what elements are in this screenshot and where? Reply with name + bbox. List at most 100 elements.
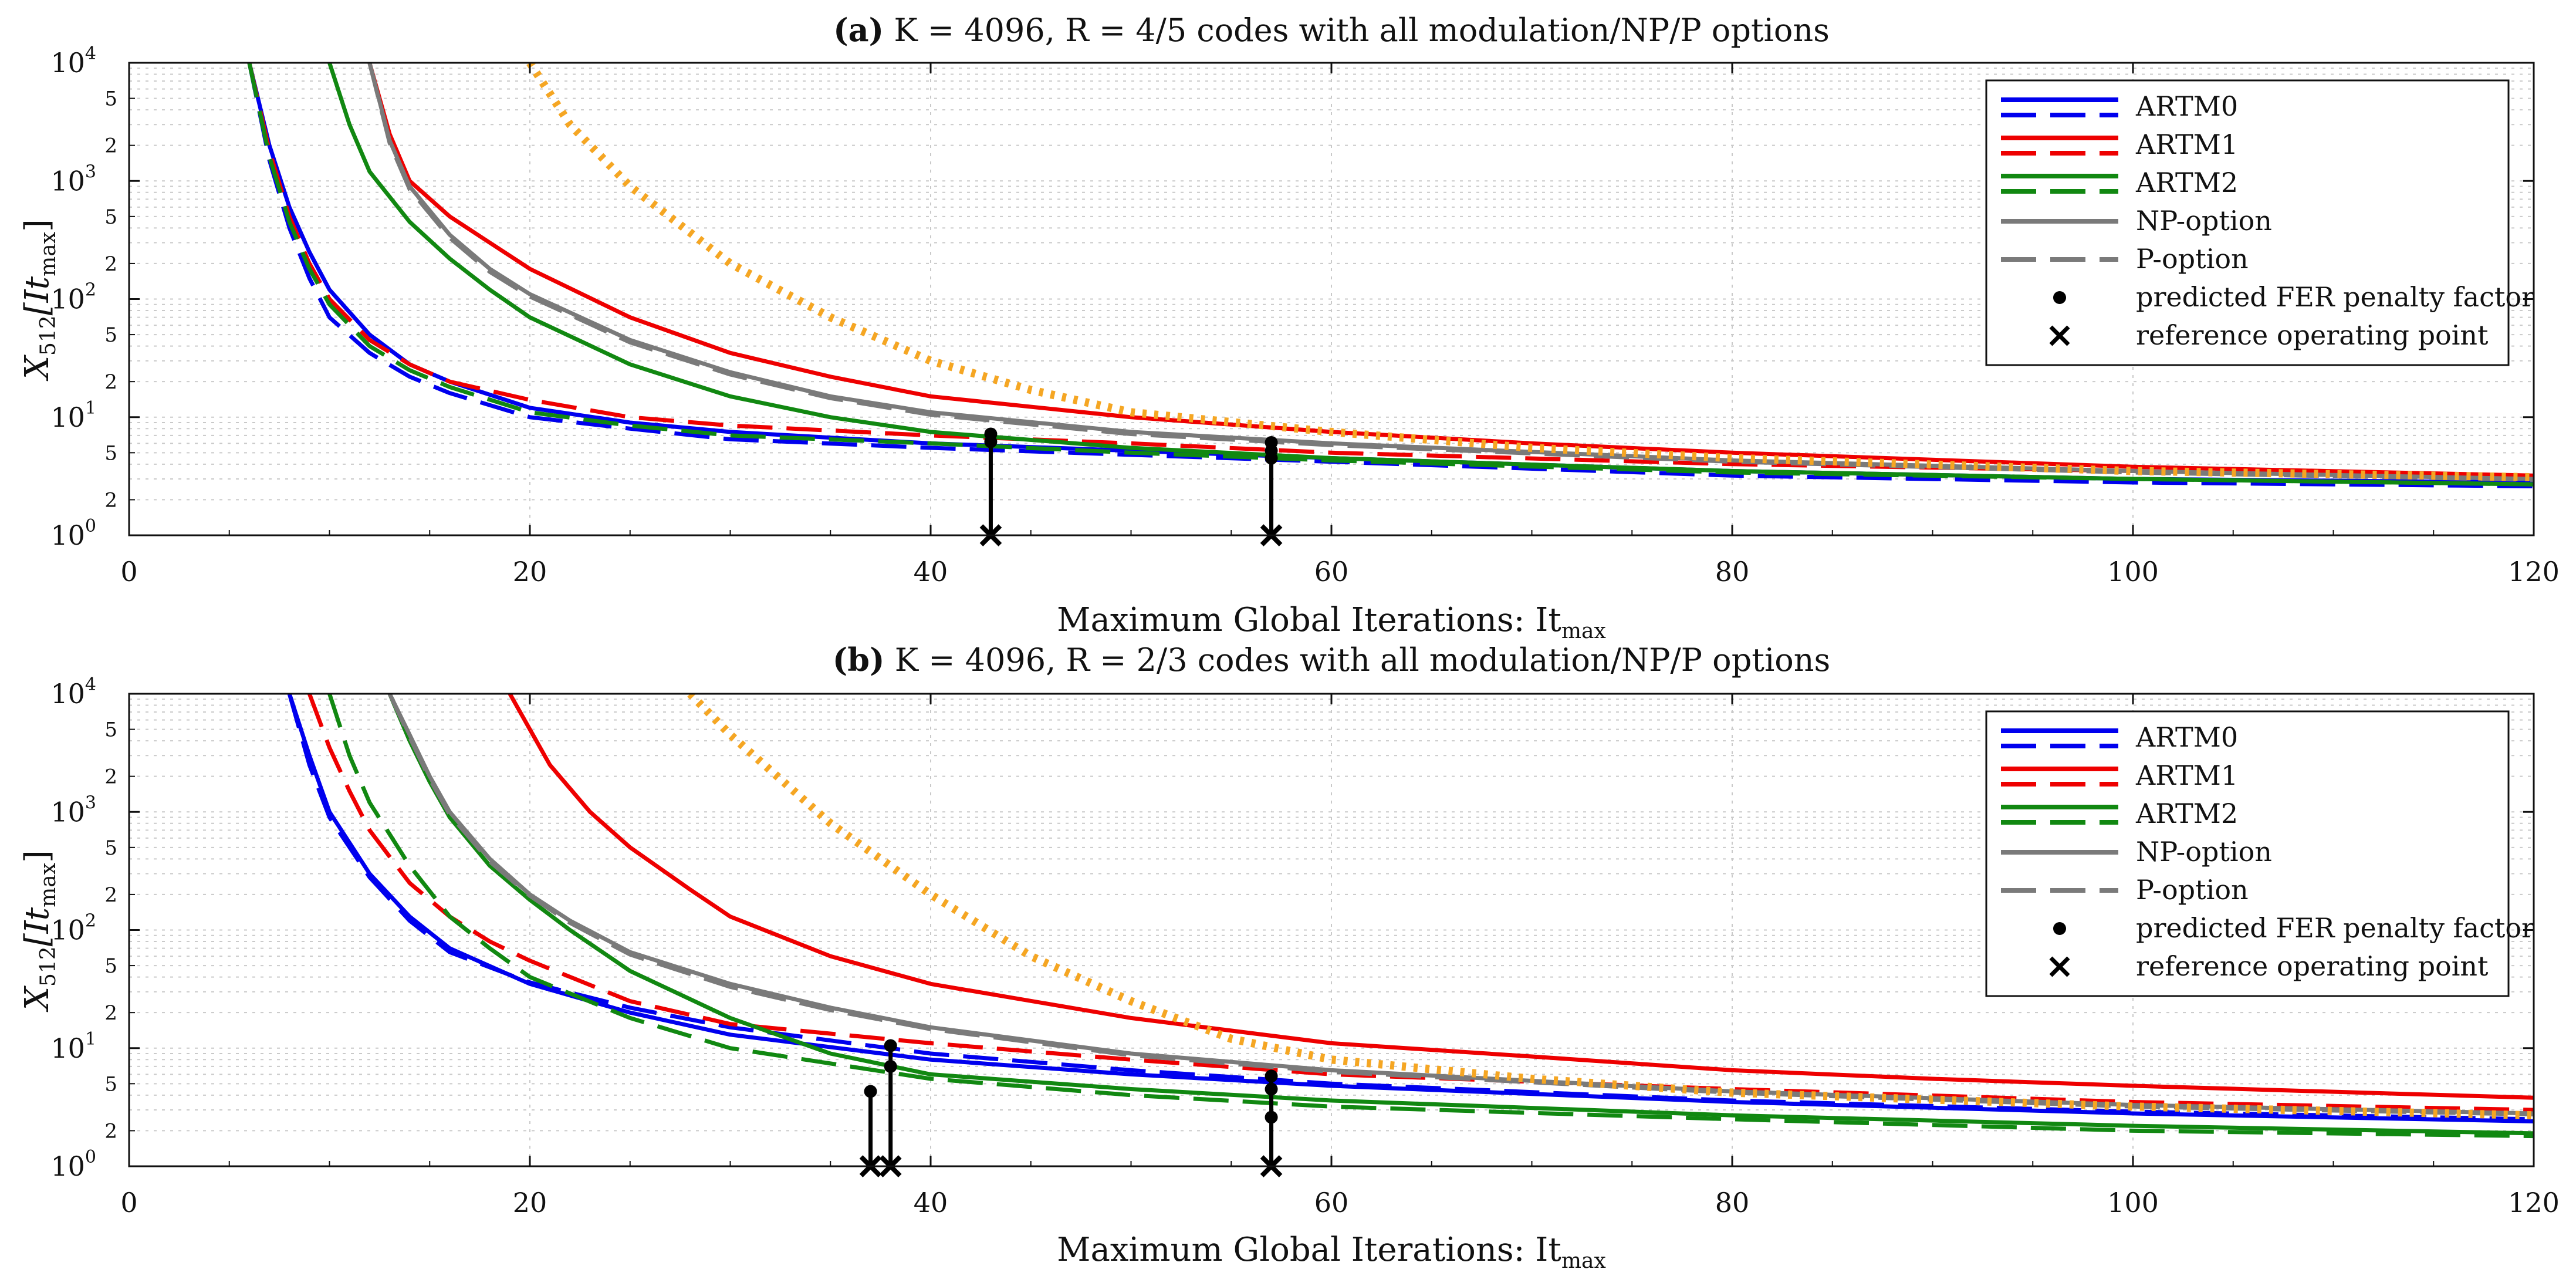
series-group	[287, 694, 2534, 1139]
y-minor-label: 2	[104, 765, 117, 789]
y-minor-label: 2	[104, 370, 117, 394]
y-tick-exp: 0	[85, 1147, 96, 1167]
legend-item: ARTM0	[2001, 721, 2238, 753]
x-tick-label: 60	[1314, 556, 1349, 588]
y-minor-label: 5	[104, 836, 117, 860]
y-tick-exp: 3	[85, 161, 96, 182]
series-line-2	[367, 63, 2534, 478]
y-tick-base: 10	[50, 678, 85, 710]
x-axis: 0 20 40 60 80 100 120	[120, 694, 2560, 1219]
legend-item: reference operating point	[2049, 319, 2489, 351]
legend-label: predicted FER penalty factor	[2136, 912, 2534, 944]
penalty-point	[884, 1059, 897, 1073]
y-tick-exp: 1	[85, 398, 96, 418]
y-tick-label: 100	[50, 516, 96, 551]
legend-item: predicted FER penalty factor	[2053, 281, 2534, 313]
y-tick-exp: 4	[85, 43, 96, 64]
y-tick-exp: 4	[85, 674, 96, 695]
series-line-1	[247, 63, 2534, 488]
y-minor-label: 5	[104, 87, 117, 111]
y-tick-exp: 2	[85, 280, 96, 301]
chart-panel-a: 0 20 40 60 80 100 12010010110210310425252525(a…	[18, 11, 2560, 643]
cross-stroke	[2049, 325, 2070, 346]
y-label-arg: [It	[18, 276, 56, 315]
y-tick-label: 102	[50, 911, 96, 946]
legend-label: NP-option	[2136, 836, 2272, 868]
y-tick-label: 103	[50, 792, 96, 828]
legend-label: ARTM1	[2135, 129, 2238, 160]
y-label-arg: [It	[18, 907, 56, 946]
y-tick-exp: 0	[85, 516, 96, 536]
legend-label: reference operating point	[2136, 319, 2489, 351]
y-label-close: ]	[18, 219, 56, 232]
y-tick-base: 10	[50, 47, 85, 79]
x-label-sub: max	[1561, 619, 1606, 643]
series-line-0	[287, 694, 2534, 1123]
y-tick-label: 101	[50, 398, 96, 433]
chart-title: (a) K = 4096, R = 4/5 codes with all mod…	[833, 11, 1830, 49]
title-text: K = 4096, R = 2/3 codes with all modulat…	[885, 642, 1831, 679]
x-axis: 0 20 40 60 80 100 120	[120, 63, 2560, 588]
legend-item: ARTM1	[2001, 760, 2238, 791]
chart-title: (b) K = 4096, R = 2/3 codes with all mod…	[833, 641, 1831, 679]
x-axis-label: Maximum Global Iterations: Itmax	[1057, 601, 1606, 643]
y-minor-label: 2	[104, 1001, 117, 1025]
x-label-text: Maximum Global Iterations: It	[1057, 1231, 1561, 1269]
y-tick-label: 103	[50, 161, 96, 197]
y-minor-label: 5	[104, 323, 117, 347]
series-line-5	[247, 63, 2534, 487]
legend-item: NP-option	[2001, 836, 2272, 868]
y-minor-label: 5	[104, 205, 117, 229]
series-group	[247, 63, 2534, 488]
series-line-8	[526, 63, 2534, 482]
y-tick-label: 104	[50, 674, 96, 710]
y-label-main: X	[18, 355, 56, 382]
series-line-7	[367, 63, 2534, 482]
legend-label: ARTM2	[2135, 167, 2238, 198]
series-line-5	[327, 694, 2534, 1139]
x-tick-label: 80	[1715, 556, 1750, 588]
x-label-sub: max	[1561, 1249, 1606, 1273]
penalty-point	[1265, 1069, 1278, 1083]
penalty-point	[1265, 1082, 1278, 1096]
series-line-3	[307, 694, 2534, 1112]
legend-swatch-cross	[2049, 325, 2070, 346]
y-minor-label: 2	[104, 252, 117, 276]
y-tick-base: 10	[50, 283, 85, 315]
legend-item: ARTM2	[2001, 167, 2238, 198]
series-line-7	[387, 694, 2534, 1117]
title-tag: (a)	[833, 11, 884, 49]
legend: ARTM0 ARTM1 ARTM2 NP-option P-option predicte…	[1985, 79, 2534, 366]
y-minor-label: 2	[104, 488, 117, 512]
legend-item: NP-option	[2001, 205, 2272, 237]
y-label-sub: 512	[36, 946, 60, 987]
y-label-arg-sub: max	[36, 232, 60, 276]
legend-label: ARTM0	[2135, 90, 2238, 122]
legend-item: ARTM1	[2001, 129, 2238, 160]
legend-label: NP-option	[2136, 205, 2272, 237]
legend: ARTM0 ARTM1 ARTM2 NP-option P-option predicte…	[1985, 710, 2534, 997]
legend-label: ARTM0	[2135, 721, 2238, 753]
y-tick-base: 10	[50, 1032, 85, 1064]
legend-item: ARTM2	[2001, 798, 2238, 829]
x-tick-label: 60	[1314, 1187, 1349, 1219]
y-tick-base: 10	[50, 165, 85, 197]
x-tick-label: 20	[513, 556, 547, 588]
legend-item: P-option	[2001, 874, 2249, 906]
title-text: K = 4096, R = 4/5 codes with all modulat…	[884, 12, 1830, 49]
legend-item: P-option	[2001, 243, 2249, 275]
legend-swatch-dot	[2053, 291, 2066, 304]
y-tick-base: 10	[50, 914, 85, 946]
cross-stroke	[2049, 956, 2070, 977]
x-tick-label: 40	[914, 556, 948, 588]
y-tick-base: 10	[50, 519, 85, 551]
legend-label: ARTM1	[2135, 760, 2238, 791]
y-axis-label: X512[Itmax]	[18, 850, 60, 1012]
legend-label: P-option	[2136, 874, 2249, 906]
legend-label: ARTM2	[2135, 798, 2238, 829]
y-tick-label: 101	[50, 1029, 96, 1064]
series-line-1	[287, 694, 2534, 1122]
